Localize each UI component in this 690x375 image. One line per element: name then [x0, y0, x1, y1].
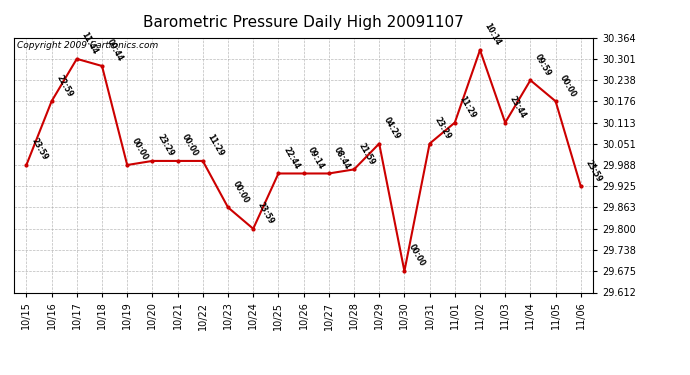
- Text: 11:29: 11:29: [457, 94, 477, 120]
- Text: 00:00: 00:00: [407, 243, 427, 268]
- Text: 11:44: 11:44: [79, 31, 99, 56]
- Text: 08:44: 08:44: [332, 145, 351, 171]
- Text: 23:59: 23:59: [256, 201, 276, 226]
- Text: 11:29: 11:29: [206, 133, 226, 158]
- Text: 00:44: 00:44: [105, 38, 125, 63]
- Text: 23:29: 23:29: [433, 116, 452, 141]
- Text: 22:59: 22:59: [55, 73, 74, 99]
- Text: 09:14: 09:14: [306, 145, 326, 171]
- Text: 00:00: 00:00: [180, 133, 200, 158]
- Text: 04:29: 04:29: [382, 116, 402, 141]
- Text: Barometric Pressure Daily High 20091107: Barometric Pressure Daily High 20091107: [144, 15, 464, 30]
- Text: 22:44: 22:44: [282, 145, 301, 171]
- Text: 23:44: 23:44: [508, 94, 528, 120]
- Text: 21:59: 21:59: [357, 141, 377, 166]
- Text: 00:00: 00:00: [130, 137, 150, 162]
- Text: 23:59: 23:59: [584, 158, 603, 184]
- Text: 23:59: 23:59: [29, 137, 49, 162]
- Text: 09:59: 09:59: [533, 52, 553, 78]
- Text: 00:00: 00:00: [558, 73, 578, 99]
- Text: 23:29: 23:29: [155, 133, 175, 158]
- Text: Copyright 2009 Cartronics.com: Copyright 2009 Cartronics.com: [17, 41, 158, 50]
- Text: 10:14: 10:14: [483, 22, 502, 47]
- Text: 00:00: 00:00: [230, 179, 250, 205]
